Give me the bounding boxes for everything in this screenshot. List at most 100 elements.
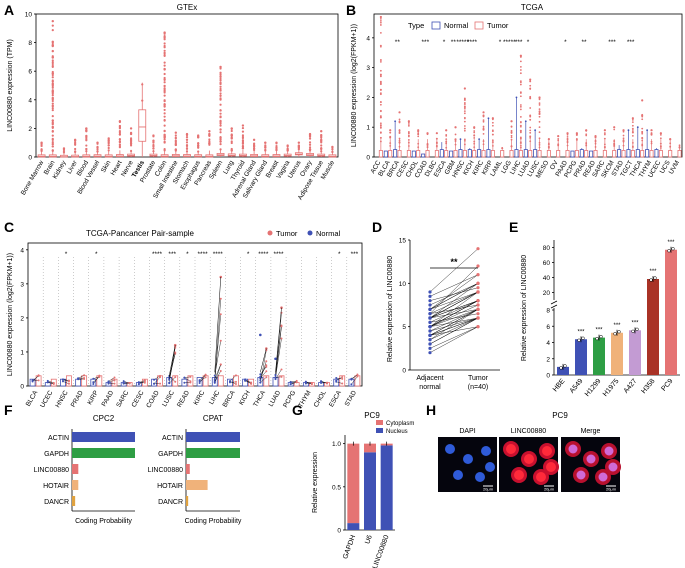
panel-b-tumor-outlier	[538, 113, 541, 116]
panel-c-significance: *	[338, 251, 341, 258]
panel-c-tumor-dot	[295, 381, 298, 384]
panel-a-outlier	[185, 144, 189, 148]
panel-b-tumor-box	[640, 150, 645, 158]
panel-b-normal-outlier	[459, 138, 462, 141]
panel-b-tumor-outlier	[463, 99, 466, 102]
panel-b-normal-box	[486, 149, 491, 158]
panel-c-tumor-dot	[356, 375, 359, 378]
panel-b-tumor-outlier	[519, 65, 522, 68]
panel-a-outlier	[241, 136, 245, 140]
panel-b-ytick-label: 1	[366, 125, 370, 132]
panel-a-outlier	[219, 97, 222, 100]
panel-a-outlier	[152, 145, 155, 148]
panel-b-tumor-outlier	[445, 138, 448, 140]
panel-b-ytick-label: 0	[366, 155, 370, 162]
panel-b-tumor-box	[481, 150, 486, 158]
panel-a-outlier	[51, 49, 54, 53]
panel-b-tumor-outlier	[650, 129, 653, 132]
panel-e-replicate-dot	[631, 329, 635, 333]
panel-a-outlier	[118, 138, 121, 141]
panel-b-tumor-outlier	[435, 145, 438, 148]
panel-c-tumor-dot	[204, 376, 207, 379]
panel-b-normal-box	[570, 150, 575, 158]
panel-b-tumor-outlier	[454, 133, 457, 136]
panel-h-merge-blob	[598, 472, 608, 482]
panel-b-tumor-outlier	[482, 143, 485, 146]
panel-c-tumor-dot	[250, 382, 253, 385]
panel-b-tumor-box	[556, 150, 561, 158]
panel-b-normal-box	[439, 149, 444, 158]
panel-g-xtick-label: GAPDH	[342, 534, 357, 560]
panel-a-outlier	[74, 141, 77, 144]
panel-a-outlier	[107, 144, 110, 147]
panel-b-normal-outlier	[627, 129, 630, 132]
panel-f2-bar	[186, 432, 240, 442]
panel-g-legend-cytoplasm: Cytoplasm	[386, 421, 414, 427]
panel-a-outlier	[219, 148, 222, 151]
panel-c-pair-line	[260, 348, 267, 373]
panel-c-tumor-dot	[219, 363, 222, 366]
panel-b-significance: *****	[503, 39, 516, 46]
panel-b-ytick-label: 2	[366, 95, 370, 102]
panel-b-tumor-outlier	[473, 146, 476, 149]
panel-b-tumor-outlier	[379, 24, 382, 26]
panel-c-xtick-label: HNSC	[54, 389, 69, 409]
panel-b-tumor-outlier	[407, 135, 410, 138]
panel-a-outlier	[107, 137, 110, 140]
panel-b-normal-outlier	[394, 120, 397, 123]
panel-b-tumor-outlier	[379, 83, 382, 86]
panel-c-normal-dot	[92, 377, 95, 380]
panel-b-tumor-outlier	[631, 127, 634, 130]
panel-c-normal-dot	[350, 383, 353, 386]
panel-b-tumor-box	[406, 150, 411, 158]
panel-c-pair-line	[62, 381, 70, 384]
panel-h-title: PC9	[552, 411, 568, 420]
panel-c-pair-line	[199, 377, 206, 382]
panel-h-nucleus-blob	[463, 454, 473, 464]
panel-f1-ytick-label: ACTIN	[48, 435, 69, 442]
panel-a-outlier	[308, 132, 312, 136]
panel-b-legend-swatch-normal	[431, 21, 441, 30]
panel-b-tumor-outlier	[622, 134, 625, 137]
panel-g-xtick-label: LINC00880	[372, 534, 391, 568]
panel-a-outlier	[163, 44, 166, 48]
panel-b-tumor-outlier	[622, 137, 625, 140]
panel-a-outlier	[241, 126, 245, 130]
panel-b-tumor-outlier	[519, 83, 522, 86]
panel-c-normal-dot	[92, 383, 95, 386]
panel-a-outlier	[163, 94, 166, 97]
panel-a-outlier	[174, 143, 177, 147]
panel-b-tumor-outlier	[538, 115, 541, 118]
panel-d-pair-line	[429, 300, 479, 323]
panel-b-tumor-outlier	[389, 145, 392, 147]
panel-a-outlier	[163, 42, 166, 45]
panel-h-nucleus-blob	[453, 470, 463, 480]
panel-b-tumor-outlier	[566, 141, 569, 144]
panel-b-significance: *	[564, 39, 567, 46]
panel-a-outlier	[230, 137, 233, 140]
panel-a-outlier	[219, 89, 222, 92]
panel-b-tumor-outlier	[435, 142, 438, 145]
panel-label-d: D	[372, 219, 383, 235]
panel-c-frame	[27, 242, 363, 387]
panel-a-outlier	[219, 143, 222, 146]
panel-b-tumor-outlier	[379, 31, 382, 34]
panel-e-bar	[611, 332, 623, 375]
panel-b-tumor-outlier	[519, 81, 522, 84]
panel-e-ytick-label: 4	[546, 340, 550, 347]
panel-c-tumor-dot	[113, 376, 116, 379]
panel-d-normal-dot	[428, 312, 432, 316]
panel-a-outlier	[51, 79, 54, 82]
panel-a-outlier	[51, 99, 54, 103]
panel-b-tumor-outlier	[529, 131, 532, 134]
panel-c-significance: ****	[198, 251, 209, 258]
panel-f2-ytick-label: HOTAIR	[157, 483, 183, 490]
panel-c-tumor-dot	[234, 383, 237, 386]
panel-b-tumor-outlier	[417, 146, 420, 149]
panel-c-xtick-label: COAD	[145, 389, 161, 409]
panel-c-tumor-dot	[219, 369, 222, 372]
panel-b-significance: **	[395, 39, 401, 46]
panel-c-xtick-label: LIHC	[208, 389, 222, 406]
panel-b-tumor-box	[397, 150, 402, 158]
panel-g-ytick-label: 0	[337, 528, 341, 535]
